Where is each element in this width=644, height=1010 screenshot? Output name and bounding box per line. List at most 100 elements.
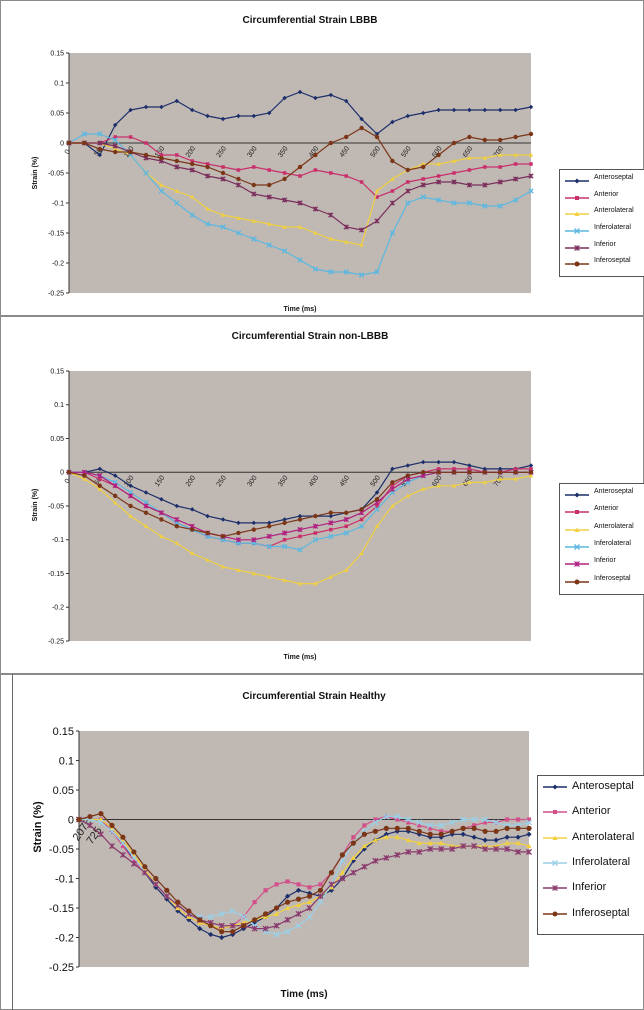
data-point xyxy=(405,848,412,855)
data-point xyxy=(438,845,445,853)
data-point xyxy=(112,137,118,143)
data-point xyxy=(513,476,518,481)
data-point xyxy=(297,547,303,553)
legend: Anteroseptal Anterior Anterolateral Inferol… xyxy=(559,169,644,277)
legend-swatch xyxy=(565,228,589,234)
data-point xyxy=(220,212,226,217)
data-point xyxy=(504,825,510,831)
data-point xyxy=(284,899,291,905)
data-point xyxy=(328,870,335,876)
data-point xyxy=(267,221,272,226)
data-point xyxy=(109,822,115,828)
data-point xyxy=(359,125,364,131)
data-point xyxy=(295,910,302,917)
legend-marker xyxy=(574,211,580,217)
data-point xyxy=(108,843,115,850)
legend-marker xyxy=(574,579,580,585)
data-point xyxy=(361,843,367,849)
data-point xyxy=(285,879,290,884)
data-point xyxy=(482,837,488,843)
data-point xyxy=(236,176,241,182)
data-point xyxy=(394,813,401,820)
data-point xyxy=(389,230,396,236)
data-point xyxy=(343,224,349,230)
legend-label: Inferolateral xyxy=(594,540,631,547)
y-tick-label: 0 xyxy=(60,470,64,477)
data-point xyxy=(467,463,472,468)
data-point xyxy=(472,823,477,828)
data-point xyxy=(317,887,324,893)
series-anterolateral xyxy=(66,470,534,586)
data-point xyxy=(436,107,441,113)
data-point xyxy=(317,893,324,900)
data-point xyxy=(460,831,466,837)
legend-marker xyxy=(574,544,580,550)
plot-area xyxy=(69,53,531,293)
data-point xyxy=(241,923,247,929)
data-point xyxy=(515,834,521,840)
data-point xyxy=(438,831,444,837)
data-point xyxy=(343,269,349,275)
data-point xyxy=(220,176,226,182)
data-point xyxy=(467,480,472,485)
data-point xyxy=(189,167,195,173)
data-point xyxy=(263,888,268,893)
legend-label: Anteroseptal xyxy=(594,488,634,495)
data-point xyxy=(528,473,534,478)
data-point xyxy=(306,893,313,899)
data-point xyxy=(451,459,457,465)
data-point xyxy=(143,524,149,529)
data-point xyxy=(328,513,333,519)
data-point xyxy=(112,143,118,149)
data-point xyxy=(190,107,195,113)
data-point xyxy=(405,816,412,823)
y-tick-label: 0.05 xyxy=(50,436,64,443)
y-tick-label: 0.15 xyxy=(53,726,74,738)
data-point xyxy=(144,141,148,145)
data-point xyxy=(113,149,118,155)
legend-swatch xyxy=(543,810,567,815)
data-point xyxy=(427,845,434,853)
data-point xyxy=(175,908,181,914)
legend-label: Inferoseptal xyxy=(572,906,630,919)
data-point xyxy=(295,922,302,929)
legend-swatch xyxy=(543,784,567,790)
data-point xyxy=(435,179,442,185)
data-point xyxy=(131,858,136,863)
legend-label: Anterolateral xyxy=(594,207,634,215)
data-point xyxy=(282,578,287,583)
data-point xyxy=(207,913,214,920)
legend-swatch xyxy=(565,527,589,532)
legend-marker xyxy=(552,835,558,840)
data-point xyxy=(528,463,534,468)
x-tick-label: 0 xyxy=(64,148,72,155)
data-point xyxy=(467,470,472,475)
data-point xyxy=(416,840,422,846)
y-tick-label: -0.2 xyxy=(55,932,74,944)
data-point xyxy=(421,177,425,181)
data-point xyxy=(483,165,487,169)
data-point xyxy=(229,907,236,915)
data-point xyxy=(374,218,380,224)
data-point xyxy=(175,905,181,911)
data-point xyxy=(344,524,348,529)
data-point xyxy=(297,517,303,522)
data-point xyxy=(174,503,179,509)
legend-label: Inferoseptal xyxy=(594,257,631,265)
data-point xyxy=(390,176,395,181)
data-point xyxy=(372,819,379,826)
data-point xyxy=(467,107,472,113)
y-tick-label: -0.1 xyxy=(55,873,74,885)
data-point xyxy=(97,483,103,488)
data-point xyxy=(251,236,257,242)
data-point xyxy=(81,131,88,137)
data-point xyxy=(421,486,426,491)
data-point xyxy=(483,820,488,825)
data-point xyxy=(235,537,242,543)
data-point xyxy=(152,881,159,888)
data-point xyxy=(466,200,473,206)
data-point xyxy=(220,564,226,569)
data-point xyxy=(262,914,269,919)
data-point xyxy=(467,155,472,160)
data-point xyxy=(313,95,318,101)
